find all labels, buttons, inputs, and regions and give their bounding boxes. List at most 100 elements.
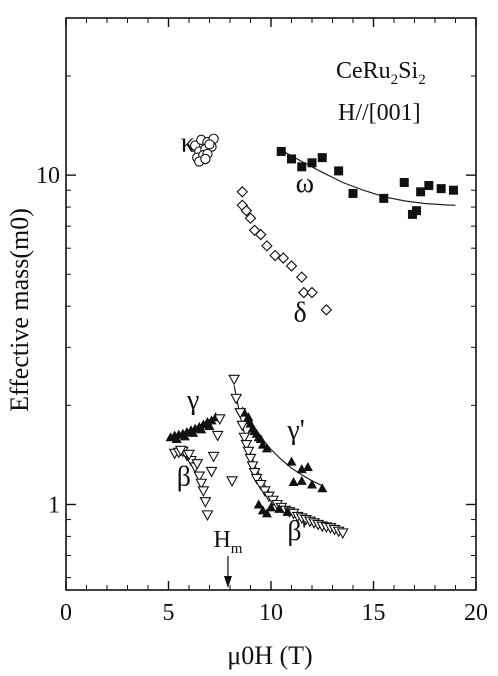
data-point xyxy=(234,408,247,419)
data-point xyxy=(296,475,307,485)
data-point xyxy=(282,506,293,516)
x-axis-label: μ0H (T) xyxy=(227,641,312,670)
data-point xyxy=(276,146,286,156)
data-point xyxy=(436,184,446,194)
data-point xyxy=(230,393,243,405)
material-label: CeRu2Si2 xyxy=(336,58,426,88)
data-point xyxy=(244,453,257,465)
data-point xyxy=(236,420,249,432)
data-point xyxy=(249,426,260,436)
axis-ticks: 0 5 10 15 20 1 10 xyxy=(36,17,488,626)
data-point xyxy=(211,430,224,442)
data-point xyxy=(254,479,267,491)
data-point xyxy=(261,240,273,252)
data-point xyxy=(238,432,251,444)
data-point xyxy=(207,451,220,463)
series-label: β xyxy=(177,462,191,493)
data-point xyxy=(179,431,190,441)
series-label: γ xyxy=(186,385,199,416)
data-point xyxy=(424,181,434,191)
hm-marker: Hm xyxy=(213,527,243,588)
data-point xyxy=(240,204,253,217)
hm-label-sub: m xyxy=(231,541,243,557)
data-point xyxy=(412,206,422,216)
data-point xyxy=(171,434,182,444)
data-point xyxy=(416,187,426,197)
data-point xyxy=(306,286,318,299)
data-point xyxy=(261,443,272,453)
data-point xyxy=(248,468,261,479)
data-point xyxy=(448,185,458,195)
x-tick-label: 0 xyxy=(60,600,72,626)
data-point xyxy=(336,528,349,540)
data-point xyxy=(197,486,210,497)
series-label: γ' xyxy=(286,415,304,446)
data-point xyxy=(196,424,207,434)
data-point xyxy=(201,510,214,522)
series-labels: κ ω δ γ β γ' β' xyxy=(177,127,314,547)
data-point xyxy=(246,461,259,472)
data-point xyxy=(288,477,299,487)
data-point xyxy=(320,304,333,316)
data-point xyxy=(188,427,199,437)
fit-curves xyxy=(233,149,456,532)
hm-arrow-head xyxy=(223,576,232,588)
data-point xyxy=(242,446,255,458)
data-point xyxy=(261,508,272,518)
data-point xyxy=(174,445,187,457)
data-point xyxy=(298,286,310,299)
series-label: β' xyxy=(287,516,306,547)
data-point xyxy=(204,421,215,431)
data-point xyxy=(317,483,328,493)
data-point xyxy=(334,166,344,176)
data-point xyxy=(379,193,389,203)
data-point xyxy=(266,502,276,512)
data-point xyxy=(269,249,281,262)
data-point xyxy=(399,177,409,187)
series-label: κ xyxy=(181,127,195,158)
data-point xyxy=(228,374,241,386)
x-tick-label: 15 xyxy=(362,600,386,626)
data-point xyxy=(317,153,327,163)
data-point xyxy=(253,499,264,509)
data-point xyxy=(200,153,211,165)
data-point xyxy=(277,252,290,264)
material-part: CeRu xyxy=(336,58,391,84)
hm-label: Hm xyxy=(213,527,242,557)
x-tick-label: 10 xyxy=(259,600,283,626)
material-sub1: 2 xyxy=(391,72,399,88)
data-point xyxy=(295,271,308,283)
data-point xyxy=(240,440,253,451)
y-tick-label: 10 xyxy=(36,163,60,189)
data-point xyxy=(254,228,267,241)
data-point xyxy=(274,503,285,513)
data-points xyxy=(165,133,458,540)
data-point xyxy=(348,188,358,198)
data-point xyxy=(183,449,195,461)
x-tick-label: 5 xyxy=(163,600,175,626)
data-point xyxy=(199,497,212,508)
hm-label-main: H xyxy=(213,527,230,553)
data-point xyxy=(297,162,307,172)
data-point xyxy=(236,186,249,198)
data-point xyxy=(258,486,271,497)
data-point xyxy=(250,473,263,485)
data-point xyxy=(244,212,257,224)
data-point xyxy=(204,139,215,150)
data-point xyxy=(205,466,218,478)
data-point xyxy=(195,478,208,490)
data-point xyxy=(286,456,297,466)
x-tick-label: 20 xyxy=(464,600,488,626)
data-point xyxy=(285,260,298,272)
material-sub2: 2 xyxy=(418,72,426,88)
series-label: δ xyxy=(294,297,307,328)
data-point xyxy=(191,459,204,470)
data-point xyxy=(307,158,317,168)
data-point xyxy=(302,461,313,471)
y-tick-label: 1 xyxy=(48,492,60,518)
field-direction-label: H//[001] xyxy=(338,100,421,126)
data-point xyxy=(248,224,261,237)
data-point xyxy=(193,471,206,483)
data-point xyxy=(226,476,238,487)
data-point xyxy=(213,414,226,425)
